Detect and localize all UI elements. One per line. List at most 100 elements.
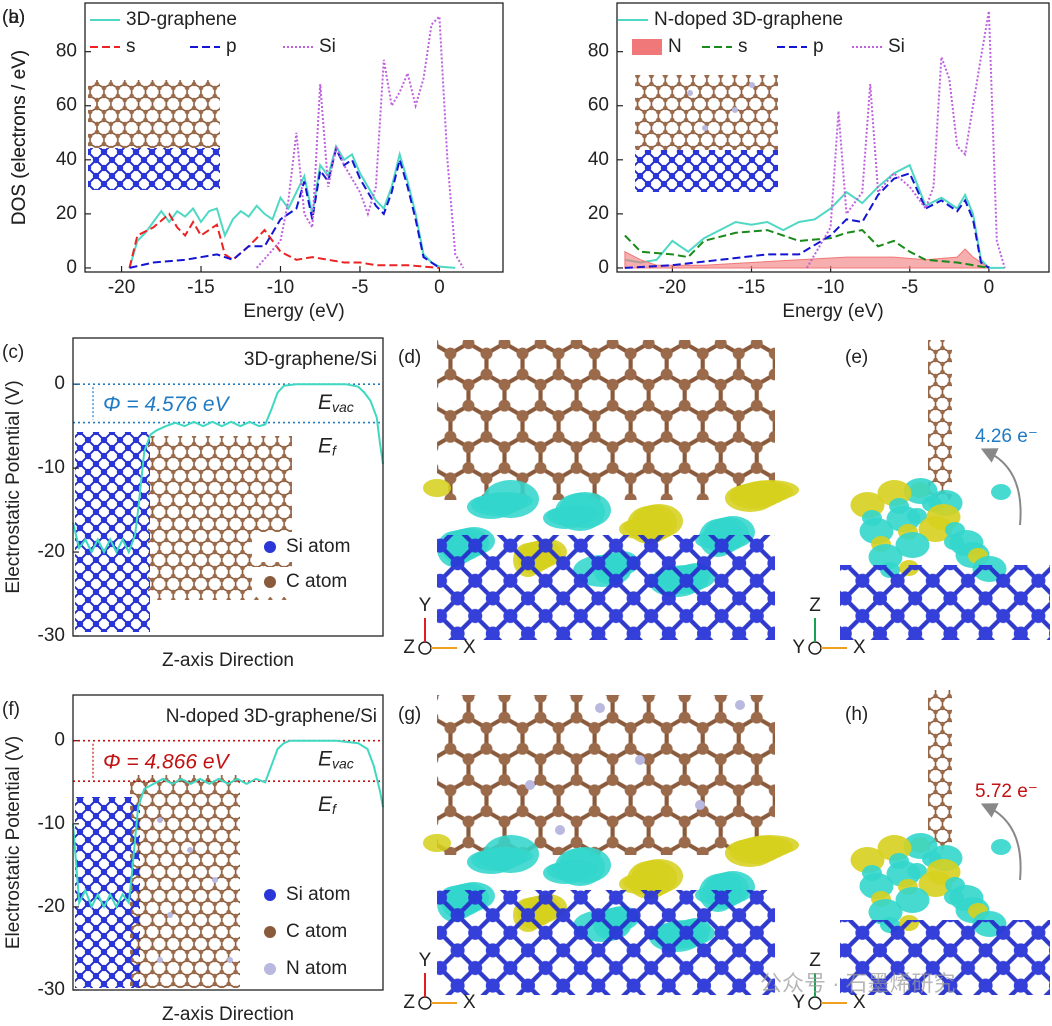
series-line <box>255 14 465 269</box>
n-atom <box>187 847 193 853</box>
axis-origin <box>418 996 432 1010</box>
charge-density <box>991 484 1011 500</box>
y-tick-label: 0 <box>54 730 65 751</box>
charge-density <box>991 839 1011 855</box>
n-atom <box>687 90 693 96</box>
series-line <box>128 143 456 269</box>
axis-name-up: Y <box>419 950 432 971</box>
y-tick-label: 20 <box>588 203 609 224</box>
charge-label: 4.26 e⁻ <box>975 426 1038 447</box>
n-atom <box>555 825 565 835</box>
charge-density <box>467 850 515 874</box>
level-symbol: E <box>318 747 333 770</box>
structure-image <box>423 695 799 995</box>
x-axis-title: Energy (eV) <box>243 301 344 322</box>
lattice-inset <box>635 150 778 192</box>
y-tick-label: -30 <box>38 979 65 1000</box>
n-atom <box>157 817 163 823</box>
transfer-arrow <box>980 803 1022 881</box>
charge-density <box>423 834 451 852</box>
y-tick-label: 80 <box>56 41 77 62</box>
y-tick-label: 60 <box>588 95 609 116</box>
legend-label: C atom <box>286 921 347 942</box>
level-symbol: E <box>318 793 333 816</box>
charge-density <box>423 479 451 497</box>
legend-label: p <box>226 36 237 57</box>
panel-label: (a) <box>2 7 25 28</box>
legend-label: N-doped 3D-graphene <box>654 9 843 30</box>
charge-density <box>895 532 930 558</box>
series-line <box>624 172 990 269</box>
axis-name-out: Z <box>403 637 415 658</box>
axis-name-right: X <box>853 637 866 658</box>
charge-label: 5.72 e⁻ <box>975 781 1038 802</box>
n-atom <box>227 957 233 963</box>
panel-label: (b) <box>2 7 25 28</box>
y-tick-label: -20 <box>38 541 65 562</box>
y-axis-title: DOS (electrons / eV) <box>9 50 30 225</box>
n-atom <box>749 82 755 88</box>
charge-density <box>725 839 775 867</box>
graphene-layer <box>437 695 775 855</box>
y-tick-label: -30 <box>38 625 65 646</box>
n-atom <box>702 125 708 131</box>
legend-swatch <box>632 39 662 55</box>
axis-name-out: Z <box>403 992 415 1013</box>
x-axis-title: Z-axis Direction <box>162 1004 294 1025</box>
y-tick-label: -10 <box>38 813 65 834</box>
level-symbol: E <box>318 434 333 457</box>
structure-image <box>840 690 1050 995</box>
series-line <box>129 146 440 269</box>
charge-density <box>725 484 775 512</box>
axis-name-up: Y <box>419 595 432 616</box>
graphene-layer <box>437 340 775 500</box>
lattice-inset <box>88 148 220 190</box>
axis-name-right: X <box>853 992 866 1013</box>
y-axis-title: Electrostatic Potential (V) <box>3 736 24 949</box>
panel-title: N-doped 3D-graphene/Si <box>166 706 377 727</box>
n-atom <box>635 755 645 765</box>
legend-label: N atom <box>286 958 347 979</box>
axis-origin <box>808 641 822 655</box>
legend-label: 3D-graphene <box>126 9 237 30</box>
x-tick-label: -10 <box>817 277 844 298</box>
axis-origin <box>418 641 432 655</box>
y-tick-label: 0 <box>598 257 609 278</box>
x-tick-label: 0 <box>984 277 995 298</box>
axis-name-up: Z <box>809 595 821 616</box>
level-name: Ef <box>318 434 338 458</box>
legend-atom <box>264 541 276 553</box>
legend-atom <box>264 963 276 975</box>
plot-frame <box>72 337 384 637</box>
x-tick-label: -5 <box>352 277 369 298</box>
panel-label: (f) <box>2 699 20 720</box>
lattice-inset <box>635 75 778 150</box>
y-tick-label: -10 <box>38 457 65 478</box>
lattice-inset <box>88 80 220 148</box>
level-subscript: f <box>332 442 338 458</box>
structure-image <box>840 340 1050 640</box>
legend-label: p <box>813 36 824 57</box>
panel-label: (c) <box>2 342 24 363</box>
panel-title: 3D-graphene/Si <box>244 349 377 370</box>
lattice-inset <box>130 775 240 988</box>
legend-label: Si <box>319 36 336 57</box>
transfer-arrow <box>980 448 1022 526</box>
level-symbol: E <box>318 391 333 414</box>
series-line <box>128 212 440 269</box>
n-atom <box>595 703 605 713</box>
y-axis-title: Electrostatic Potential (V) <box>3 380 24 593</box>
axis-name-right: X <box>463 992 476 1013</box>
panel-label: (h) <box>845 704 868 725</box>
lattice-inset <box>75 432 150 632</box>
axis-name-out: Y <box>792 992 805 1013</box>
level-subscript: vac <box>332 399 354 415</box>
x-axis-title: Energy (eV) <box>782 301 883 322</box>
n-atom <box>212 877 218 883</box>
axis-name-up: Z <box>809 950 821 971</box>
plot-frame <box>84 2 504 273</box>
legend-label: Si atom <box>286 884 350 905</box>
level-name: Ef <box>318 793 338 817</box>
